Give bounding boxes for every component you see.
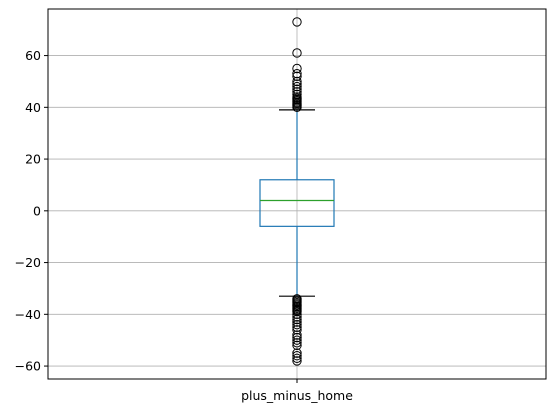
y-tick-label: 0 [33,203,41,218]
axes: −60 −40 −20 0 20 40 60 plus_minus_home [15,8,547,403]
outlier-point [292,309,302,320]
outlier-point [292,335,302,345]
iqr-box [259,179,335,227]
outlier-point [292,79,302,89]
outlier-point [292,330,302,340]
x-tick-label: plus_minus_home [241,388,353,403]
outlier-point [292,348,302,358]
y-tick-label: −20 [15,255,41,270]
outlier-point [292,63,302,74]
outlier-point [292,84,302,94]
outlier-point [292,322,302,332]
outlier-point [292,81,302,92]
outlier-point [292,338,302,348]
y-tick-label: 40 [25,100,41,115]
outlier-point [292,307,302,317]
outlier-point [292,325,302,335]
y-tick-label: 20 [25,152,41,167]
outlier-point [292,71,302,81]
outlier-point [292,92,302,102]
outlier-point [292,353,302,364]
outlier-point [292,76,302,87]
outlier-point [292,87,302,97]
outlier-point [292,356,302,366]
outlier-point [292,68,302,79]
y-tick-label: −40 [15,307,41,322]
outlier-point [292,332,302,343]
outlier-point [292,340,302,351]
box-layer [259,17,335,366]
outlier-point [292,312,302,322]
outlier-point [292,317,302,327]
y-tick-label: −60 [15,359,41,374]
outlier-point [292,314,302,325]
outlier-point [292,48,302,58]
outlier-point [292,351,302,361]
outlier-point [292,17,302,27]
y-tick-label: 60 [25,48,41,63]
outlier-point [292,319,302,330]
outlier-point [292,89,302,100]
